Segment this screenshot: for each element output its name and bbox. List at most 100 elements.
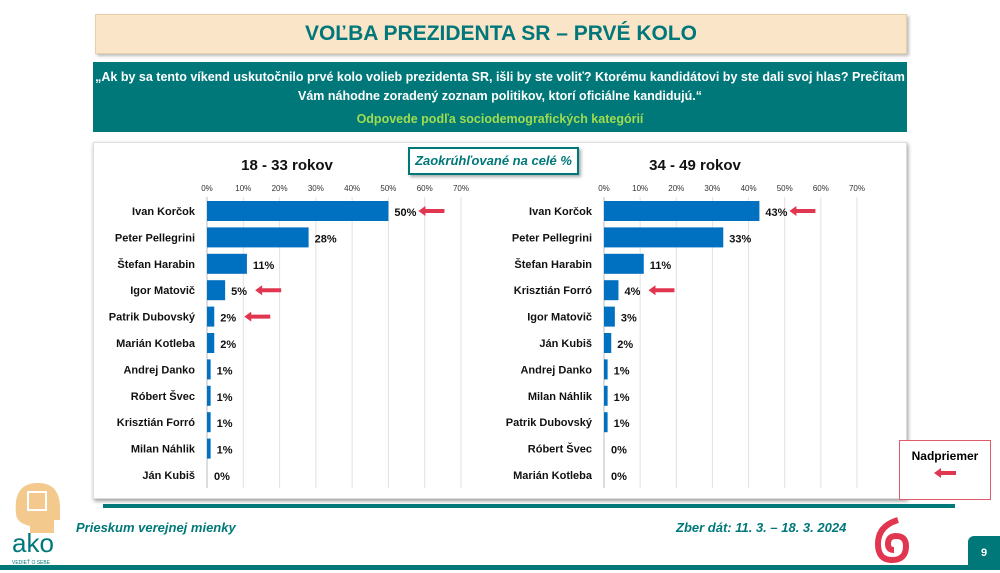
footer-divider: [103, 504, 955, 508]
question-box: „Ak by sa tento víkend uskutočnilo prvé …: [93, 62, 907, 132]
bar: [604, 412, 608, 433]
bar: [207, 412, 211, 433]
bar: [207, 280, 226, 301]
data-label: 1%: [217, 418, 233, 430]
data-label: 1%: [217, 365, 233, 377]
category-label: Marián Kotleba: [513, 470, 593, 482]
x-tick-label: 30%: [704, 184, 720, 193]
category-label: Patrik Dubovský: [109, 312, 196, 324]
category-label: Igor Matovič: [130, 285, 195, 297]
bar: [604, 280, 619, 301]
footer-survey: Prieskum verejnej mienky: [76, 520, 236, 535]
bar: [604, 359, 608, 380]
data-label: 43%: [765, 207, 787, 219]
bar: [604, 333, 612, 353]
data-label: 0%: [611, 445, 627, 457]
above-average-arrow-icon: [244, 311, 271, 322]
data-label: 1%: [217, 392, 233, 404]
data-label: 1%: [217, 445, 233, 457]
x-tick-label: 50%: [380, 184, 396, 193]
above-average-arrow-icon: [648, 285, 675, 296]
question-text: „Ak by sa tento víkend uskutočnilo prvé …: [95, 70, 905, 103]
data-label: 2%: [220, 339, 236, 351]
x-tick-label: 70%: [453, 184, 469, 193]
bar: [207, 438, 211, 459]
above-average-arrow-icon: [789, 206, 816, 216]
data-label: 11%: [650, 260, 672, 272]
ako-logo: ako VEDIEŤ O SEBE: [8, 478, 68, 568]
bar: [604, 306, 615, 327]
bar: [207, 359, 211, 380]
x-tick-label: 20%: [272, 184, 288, 193]
x-tick-label: 40%: [344, 184, 360, 193]
category-label: Peter Pellegrini: [115, 232, 195, 244]
data-label: 11%: [253, 260, 275, 272]
data-label: 50%: [394, 207, 416, 219]
brand-spiral-icon: [874, 517, 910, 564]
data-label: 2%: [220, 313, 236, 325]
x-tick-label: 60%: [417, 184, 433, 193]
bar: [207, 306, 215, 327]
chart-title-right: 34 - 49 rokov: [649, 157, 741, 174]
data-label: 5%: [231, 286, 247, 298]
bar: [604, 227, 724, 248]
category-label: Ivan Korčok: [529, 206, 593, 218]
bottom-bar: [0, 565, 1000, 570]
category-label: Štefan Harabin: [117, 258, 195, 271]
category-label: Milan Náhlik: [131, 444, 196, 456]
category-label: Ján Kubiš: [142, 470, 195, 482]
x-tick-label: 50%: [777, 184, 793, 193]
category-label: Andrej Danko: [123, 364, 195, 376]
page-number: 9: [968, 536, 1000, 570]
category-label: Peter Pellegrini: [512, 232, 592, 244]
svg-text:ako: ako: [12, 528, 54, 558]
x-tick-label: 40%: [741, 184, 757, 193]
category-label: Igor Matovič: [527, 312, 592, 324]
data-label: 1%: [614, 365, 630, 377]
category-label: Milan Náhlik: [528, 391, 593, 403]
bar: [207, 253, 247, 274]
above-average-arrow-icon: [418, 206, 445, 216]
x-tick-label: 60%: [813, 184, 829, 193]
bar: [207, 385, 211, 406]
category-label: Andrej Danko: [520, 364, 592, 376]
legend: Nadpriemer: [899, 440, 991, 500]
x-tick-label: 20%: [668, 184, 684, 193]
category-label: Krisztián Forró: [117, 417, 196, 429]
data-label: 1%: [614, 418, 630, 430]
category-label: Marián Kotleba: [116, 338, 196, 350]
svg-text:VEDIEŤ O SEBE: VEDIEŤ O SEBE: [12, 558, 51, 566]
category-label: Ivan Korčok: [132, 206, 196, 218]
bar: [604, 253, 644, 274]
footer-date: Zber dát: 11. 3. – 18. 3. 2024: [676, 520, 847, 535]
page-title: VOĽBA PREZIDENTA SR – PRVÉ KOLO: [95, 14, 907, 54]
data-label: 28%: [315, 233, 337, 245]
bar: [604, 201, 760, 221]
bar: [207, 227, 309, 248]
subtitle: Odpovede podľa sociodemografických kateg…: [356, 112, 644, 126]
category-label: Róbert Švec: [528, 443, 592, 456]
category-label: Patrik Dubovský: [506, 417, 593, 429]
data-label: 0%: [214, 471, 230, 483]
data-label: 3%: [621, 313, 637, 325]
category-label: Štefan Harabin: [514, 258, 592, 271]
x-tick-label: 30%: [308, 184, 324, 193]
category-label: Róbert Švec: [131, 390, 195, 403]
data-label: 0%: [611, 471, 627, 483]
data-label: 33%: [729, 233, 751, 245]
x-tick-label: 70%: [849, 184, 865, 193]
x-tick-label: 0%: [201, 184, 213, 193]
x-tick-label: 0%: [598, 184, 610, 193]
category-label: Krisztián Forró: [514, 285, 593, 297]
data-label: 4%: [624, 286, 640, 298]
bar: [604, 385, 608, 406]
x-tick-label: 10%: [632, 184, 648, 193]
legend-label: Nadpriemer: [911, 449, 979, 463]
chart-title-left: 18 - 33 rokov: [241, 157, 333, 174]
arrow-icon: [934, 468, 956, 478]
category-label: Ján Kubiš: [539, 338, 592, 350]
data-label: 1%: [614, 392, 630, 404]
bar: [207, 201, 389, 221]
rounding-note: Zaokrúhľované na celé %: [408, 147, 579, 175]
